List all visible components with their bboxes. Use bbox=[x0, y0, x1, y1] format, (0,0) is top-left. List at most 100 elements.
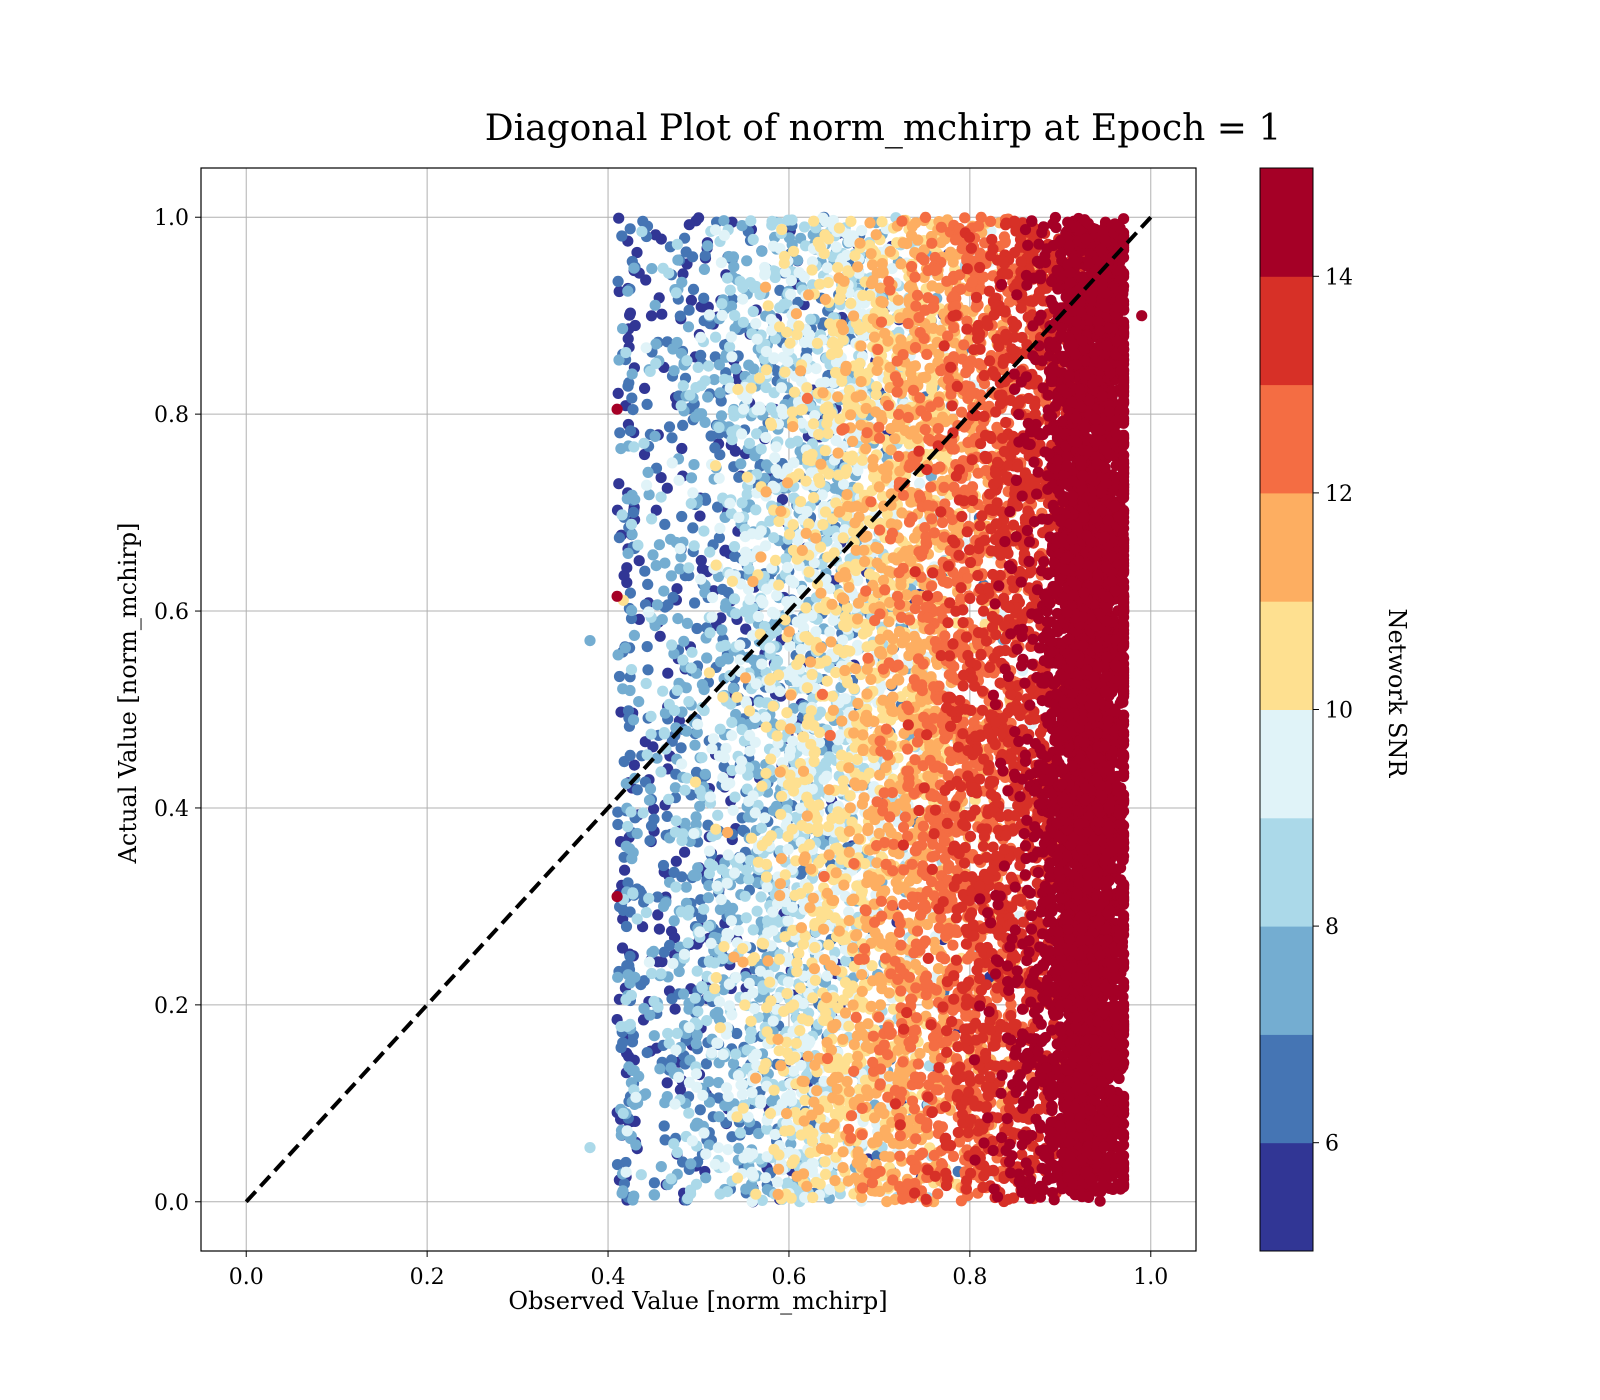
scatter-point bbox=[765, 753, 777, 765]
scatter-point bbox=[689, 597, 701, 609]
scatter-point bbox=[661, 1077, 673, 1089]
scatter-point bbox=[670, 855, 682, 867]
scatter-point bbox=[837, 1146, 849, 1158]
scatter-point bbox=[850, 544, 862, 556]
scatter-point bbox=[686, 646, 698, 658]
scatter-point bbox=[654, 1063, 666, 1075]
scatter-point bbox=[720, 652, 732, 665]
scatter-point bbox=[650, 338, 662, 350]
scatter-point bbox=[764, 674, 776, 686]
scatter-point bbox=[696, 981, 708, 993]
scatter-point bbox=[650, 462, 663, 474]
scatter-point bbox=[665, 1173, 677, 1185]
scatter-point bbox=[779, 931, 791, 943]
scatter-point bbox=[616, 230, 628, 242]
scatter-point bbox=[820, 1168, 832, 1180]
scatter-point bbox=[636, 226, 648, 238]
scatter-point bbox=[818, 247, 830, 260]
scatter-point bbox=[833, 506, 845, 518]
scatter-point bbox=[668, 866, 680, 879]
scatter-point bbox=[683, 219, 695, 231]
scatter-point bbox=[645, 710, 657, 723]
scatter-point bbox=[755, 551, 767, 563]
scatter-point bbox=[801, 382, 813, 394]
scatter-point bbox=[627, 714, 640, 726]
scatter-point bbox=[871, 857, 883, 869]
scatter-point bbox=[805, 313, 817, 325]
scatter-point bbox=[662, 599, 674, 611]
scatter-point bbox=[750, 1188, 762, 1200]
scatter-point bbox=[678, 635, 690, 647]
scatter-point bbox=[730, 1048, 742, 1060]
scatter-point bbox=[787, 519, 799, 531]
scatter-point bbox=[783, 626, 795, 638]
scatter-point bbox=[704, 627, 716, 639]
scatter-point bbox=[790, 1037, 802, 1049]
scatter-point bbox=[823, 939, 835, 951]
scatter-point bbox=[703, 309, 716, 321]
scatter-point bbox=[715, 612, 727, 624]
scatter-point bbox=[743, 795, 755, 807]
scatter-point bbox=[743, 437, 756, 449]
scatter-point bbox=[645, 728, 657, 740]
scatter-point bbox=[809, 941, 821, 954]
scatter-point bbox=[710, 559, 722, 571]
scatter-point bbox=[713, 421, 725, 434]
scatter-point bbox=[909, 360, 922, 372]
scatter-point bbox=[867, 461, 879, 473]
scatter-point bbox=[760, 431, 772, 444]
scatter-point bbox=[617, 1185, 629, 1197]
scatter-point bbox=[648, 1177, 661, 1189]
scatter-point bbox=[683, 696, 695, 708]
scatter-point bbox=[823, 233, 835, 245]
scatter-point bbox=[832, 346, 844, 359]
scatter-point bbox=[775, 382, 788, 394]
scatter-point bbox=[710, 972, 722, 984]
scatter-point bbox=[620, 347, 632, 359]
scatter-point bbox=[761, 881, 773, 893]
scatter-point bbox=[695, 554, 707, 567]
scatter-point bbox=[870, 389, 882, 401]
scatter-point bbox=[760, 540, 772, 552]
scatter-point bbox=[641, 1047, 653, 1059]
scatter-point bbox=[655, 472, 667, 484]
scatter-point bbox=[773, 953, 786, 966]
scatter-point bbox=[622, 285, 634, 297]
scatter-point bbox=[795, 365, 807, 377]
scatter-point bbox=[698, 704, 710, 717]
scatter-point bbox=[888, 705, 900, 718]
scatter-point bbox=[712, 501, 724, 513]
scatter-point bbox=[715, 410, 728, 422]
scatter-point bbox=[658, 727, 670, 739]
scatter-point bbox=[713, 532, 726, 544]
scatter-point bbox=[808, 215, 820, 227]
scatter-point bbox=[676, 758, 688, 770]
scatter-point bbox=[657, 859, 670, 872]
scatter-point bbox=[712, 1142, 725, 1154]
scatter-point bbox=[822, 411, 834, 423]
scatter-point bbox=[769, 266, 781, 278]
scatter-point bbox=[726, 1009, 738, 1021]
scatter-point bbox=[787, 421, 799, 433]
scatter-point bbox=[674, 1084, 687, 1096]
scatter-point bbox=[612, 387, 624, 399]
scatter-point bbox=[625, 518, 638, 530]
scatter-point bbox=[870, 229, 882, 241]
scatter-point bbox=[755, 443, 767, 455]
scatter-point bbox=[800, 475, 812, 487]
scatter-point bbox=[726, 426, 738, 438]
scatter-point bbox=[750, 1072, 762, 1084]
scatter-point bbox=[822, 821, 835, 833]
scatter-point bbox=[620, 1166, 632, 1178]
scatter-point bbox=[737, 281, 749, 294]
scatter-point bbox=[630, 1091, 642, 1103]
scatter-point bbox=[848, 727, 860, 739]
scatter-point bbox=[739, 531, 751, 543]
scatter-point bbox=[691, 622, 703, 635]
scatter-point bbox=[689, 776, 702, 788]
scatter-point bbox=[617, 1107, 629, 1119]
scatter-point bbox=[643, 794, 656, 806]
scatter-point bbox=[629, 971, 641, 983]
scatter-point bbox=[851, 500, 863, 512]
scatter-point bbox=[688, 459, 700, 471]
